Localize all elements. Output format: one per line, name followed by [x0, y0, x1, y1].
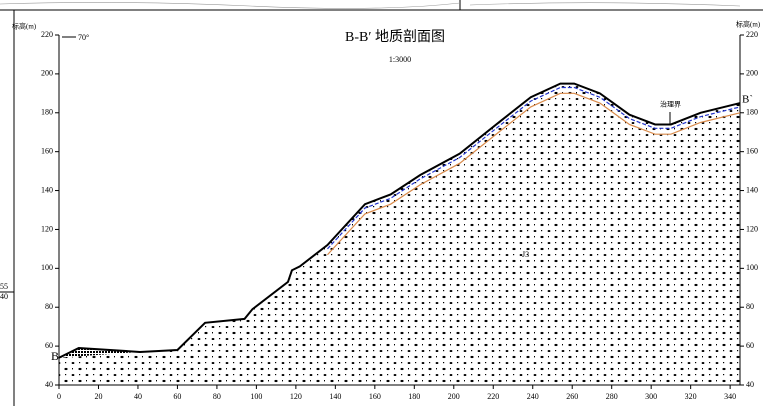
y2-tick-label: 60	[746, 341, 754, 350]
y-tick-label: 160	[41, 146, 53, 155]
x-tick-label: 300	[645, 392, 657, 401]
y2-tick-label: 80	[746, 302, 754, 311]
y2-tick-label: 100	[746, 263, 758, 272]
y-tick-label: 140	[41, 185, 53, 194]
y2-tick-label: 200	[746, 69, 758, 78]
x-tick-label: 220	[487, 392, 499, 401]
x-tick-label: 340	[724, 392, 736, 401]
chart: 55 40 B-B′ 地质剖面图 1:3000 标高(m) 标高(m) 70° …	[0, 0, 763, 406]
y2-tick-label: 180	[746, 108, 758, 117]
y2-tick-label: 220	[746, 30, 758, 39]
x-tick-label: 240	[527, 392, 539, 401]
y-tick-label: 60	[45, 341, 53, 350]
rock-fill	[59, 84, 740, 385]
x-tick-label: 260	[566, 392, 578, 401]
top-strip	[0, 0, 763, 10]
y-axis-label: 标高(m)	[12, 22, 37, 31]
x-tick-label: 180	[408, 392, 420, 401]
chart-title: B-B′ 地质剖面图	[345, 29, 445, 45]
y-tick-label: 40	[45, 380, 53, 389]
annotation: 70°	[78, 33, 89, 42]
x-tick-label: 120	[290, 392, 302, 401]
annotation: B	[51, 349, 59, 363]
x-tick-label: 40	[134, 392, 142, 401]
x-tick-label: 20	[94, 392, 102, 401]
annotation: B`	[742, 94, 753, 106]
x-tick-label: 160	[369, 392, 381, 401]
x-tick-label: 60	[173, 392, 181, 401]
chart-subtitle: 1:3000	[389, 55, 411, 64]
x-tick-label: 200	[448, 392, 460, 401]
annotation: 治理界	[660, 100, 681, 109]
x-tick-label: 140	[329, 392, 341, 401]
x-tick-label: 100	[250, 392, 262, 401]
y-tick-label: 200	[41, 69, 53, 78]
edge-label: 55	[0, 282, 8, 291]
y-tick-label: 220	[41, 30, 53, 39]
y-tick-label: 80	[45, 302, 53, 311]
x-tick-label: 280	[606, 392, 618, 401]
x-tick-label: 0	[57, 392, 61, 401]
y2-tick-label: 160	[746, 146, 758, 155]
y-tick-label: 180	[41, 108, 53, 117]
y2-tick-label: 140	[746, 185, 758, 194]
y2-axis-label: 标高(m)	[736, 20, 761, 29]
y-tick-label: 100	[41, 263, 53, 272]
y-tick-label: 120	[41, 224, 53, 233]
edge-label: 40	[0, 292, 8, 301]
y2-tick-label: 120	[746, 224, 758, 233]
x-tick-label: 320	[685, 392, 697, 401]
x-tick-label: 80	[213, 392, 221, 401]
y2-tick-label: 40	[746, 380, 754, 389]
